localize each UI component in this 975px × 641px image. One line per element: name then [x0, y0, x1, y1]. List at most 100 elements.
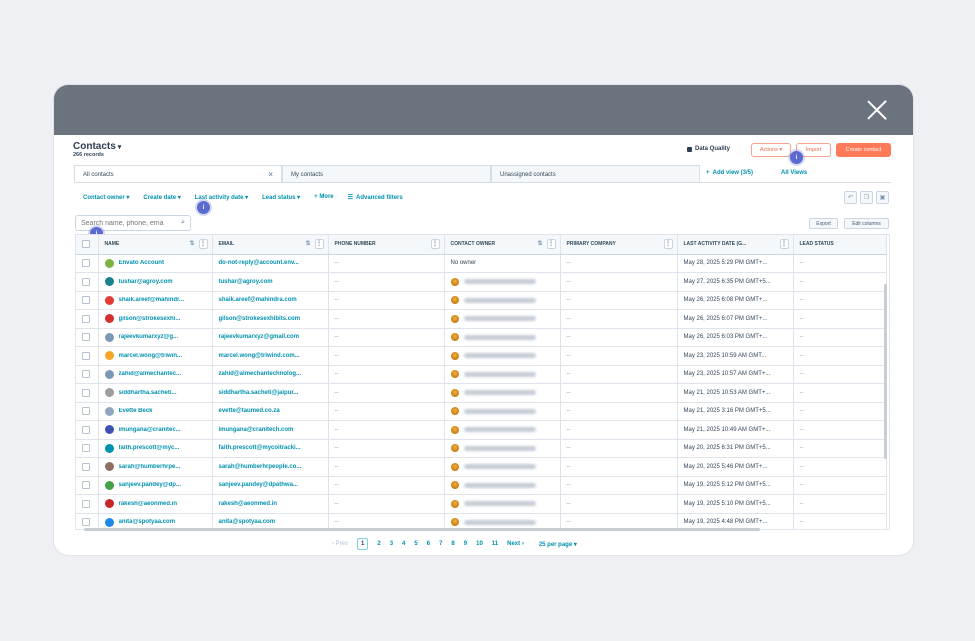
owner-cell[interactable]: No owner	[444, 254, 561, 273]
horizontal-scrollbar[interactable]	[84, 528, 760, 531]
data-quality-link[interactable]: Data Quality	[687, 146, 730, 152]
filter-last-activity-date[interactable]: Last activity date ▾	[194, 195, 249, 201]
actions-button[interactable]: Actions ▾	[751, 143, 791, 157]
per-page-select[interactable]: 25 per page ▾	[538, 541, 577, 548]
filter-create-date[interactable]: Create date ▾	[143, 195, 181, 201]
more-filters-button[interactable]: + More	[314, 194, 334, 200]
row-checkbox[interactable]	[82, 388, 90, 397]
edit-columns-button[interactable]: Edit columns	[844, 218, 889, 229]
owner-cell[interactable]	[444, 439, 561, 458]
page-number[interactable]: 4	[402, 541, 406, 547]
owner-cell[interactable]	[444, 457, 561, 477]
column-menu-icon[interactable]: ⋮	[546, 239, 556, 249]
export-button[interactable]: Export	[809, 218, 838, 229]
row-checkbox[interactable]	[82, 277, 90, 286]
sort-icon[interactable]: ⇅	[537, 241, 543, 247]
owner-cell[interactable]	[444, 513, 561, 529]
email-cell[interactable]: tushar@agroy.com	[212, 272, 329, 292]
contact-name-cell[interactable]: Evette Beck	[98, 402, 213, 421]
row-checkbox[interactable]	[82, 444, 90, 453]
table-row[interactable]: siddhartha.sacheti... siddhartha.sacheti…	[76, 383, 887, 403]
email-cell[interactable]: siddhartha.sacheti@jaipur...	[212, 383, 329, 403]
owner-cell[interactable]	[444, 402, 561, 421]
copy-icon[interactable]: ❐	[860, 191, 873, 204]
import-button[interactable]: Import	[796, 143, 831, 157]
info-hotspot[interactable]: i	[790, 151, 803, 164]
search-input[interactable]	[81, 219, 173, 227]
row-checkbox[interactable]	[82, 259, 90, 268]
vertical-scrollbar[interactable]	[884, 284, 887, 459]
owner-cell[interactable]	[444, 309, 561, 329]
info-hotspot[interactable]: i	[197, 201, 210, 214]
close-icon[interactable]	[866, 99, 888, 121]
table-row[interactable]: marcel.wong@triwin... marcel.wong@triwin…	[76, 346, 887, 366]
email-cell[interactable]: shaik.areef@mahindra.com	[212, 291, 329, 310]
row-checkbox[interactable]	[82, 333, 90, 342]
column-header-last-activity[interactable]: LAST ACTIVITY DATE (G... ⋮	[677, 235, 794, 255]
contact-name-cell[interactable]: tushar@agroy.com	[98, 272, 213, 292]
contact-name-cell[interactable]: imungana@cranitec...	[98, 420, 213, 440]
column-header-phone[interactable]: PHONE NUMBER ⋮	[328, 235, 445, 255]
column-menu-icon[interactable]: ⋮	[198, 239, 208, 249]
row-checkbox[interactable]	[82, 425, 90, 434]
sort-icon[interactable]: ⇅	[305, 241, 311, 247]
row-checkbox[interactable]	[82, 481, 90, 490]
email-cell[interactable]: sanjeev.pandey@dpathwa...	[212, 476, 329, 495]
owner-cell[interactable]	[444, 476, 561, 495]
add-view-button[interactable]: + Add view (3/5)	[706, 170, 753, 176]
table-row[interactable]: sarah@humberhrpe... sarah@humberhrpeople…	[76, 457, 887, 477]
page-number[interactable]: 9	[463, 541, 468, 547]
tab-my-contacts[interactable]: My contacts	[282, 165, 491, 183]
row-checkbox[interactable]	[82, 351, 90, 360]
contact-name-cell[interactable]: faith.prescott@myc...	[98, 439, 213, 458]
tab-unassigned-contacts[interactable]: Unassigned contacts	[491, 165, 700, 183]
column-header-lead-status[interactable]: LEAD STATUS	[793, 235, 887, 255]
column-header-company[interactable]: PRIMARY COMPANY ⋮	[560, 235, 678, 255]
create-contact-button[interactable]: Create contact	[836, 143, 891, 157]
page-number[interactable]: 10	[476, 541, 483, 547]
page-number[interactable]: 7	[439, 541, 443, 547]
save-icon[interactable]: ▣	[876, 191, 889, 204]
search-box[interactable]: ⌕	[75, 215, 191, 231]
prev-page-button[interactable]: ‹ Prev	[332, 541, 349, 547]
search-icon[interactable]: ⌕	[181, 219, 185, 226]
page-number[interactable]: 1	[357, 538, 369, 550]
row-checkbox[interactable]	[82, 314, 90, 323]
owner-cell[interactable]	[444, 383, 561, 403]
filter-contact-owner[interactable]: Contact owner ▾	[83, 195, 130, 201]
row-checkbox[interactable]	[82, 370, 90, 379]
table-row[interactable]: Envato Account do-not-reply@account.env.…	[76, 254, 887, 273]
email-cell[interactable]: rajeevkumarxyz@gmail.com	[212, 328, 329, 347]
contact-name-cell[interactable]: Envato Account	[98, 254, 213, 273]
all-views-link[interactable]: All Views	[781, 170, 808, 176]
email-cell[interactable]: rakesh@aeonmed.in	[212, 494, 329, 514]
table-row[interactable]: gilson@strokesexhi... gilson@strokesexhi…	[76, 309, 887, 329]
table-row[interactable]: Evette Beck evette@taumed.co.za -- -- Ma…	[76, 402, 887, 421]
table-row[interactable]: faith.prescott@myc... faith.prescott@myc…	[76, 439, 887, 458]
row-checkbox[interactable]	[82, 296, 90, 305]
table-row[interactable]: rajeevkumarxyz@g... rajeevkumarxyz@gmail…	[76, 328, 887, 347]
contact-name-cell[interactable]: marcel.wong@triwin...	[98, 346, 213, 366]
page-number[interactable]: 11	[491, 541, 499, 547]
contact-name-cell[interactable]: gilson@strokesexhi...	[98, 309, 213, 329]
row-checkbox[interactable]	[82, 462, 90, 471]
table-row[interactable]: shaik.areef@mahindr... shaik.areef@mahin…	[76, 291, 887, 310]
page-number[interactable]: 3	[389, 541, 394, 547]
tab-all-contacts[interactable]: All contacts ×	[74, 165, 282, 183]
owner-cell[interactable]	[444, 346, 561, 366]
table-row[interactable]: zahid@almechantec... zahid@almechantechn…	[76, 365, 887, 384]
email-cell[interactable]: sarah@humberhrpeople.co...	[212, 457, 329, 477]
table-row[interactable]: anita@spotyaa.com anita@spotyaa.com -- -…	[76, 513, 887, 529]
table-row[interactable]: imungana@cranitec... imungana@cranitech.…	[76, 420, 887, 440]
email-cell[interactable]: imungana@cranitech.com	[212, 420, 329, 440]
owner-cell[interactable]	[444, 365, 561, 384]
next-page-button[interactable]: Next ›	[507, 541, 524, 547]
sort-icon[interactable]: ⇅	[189, 241, 195, 247]
page-number[interactable]: 2	[377, 541, 381, 547]
column-header-owner[interactable]: CONTACT OWNER ⇅ ⋮	[444, 235, 561, 255]
page-number[interactable]: 6	[426, 541, 431, 547]
email-cell[interactable]: anita@spotyaa.com	[212, 513, 329, 529]
advanced-filters-button[interactable]: ☰ Advanced filters	[347, 194, 403, 202]
email-cell[interactable]: zahid@almechantechnolog...	[212, 365, 329, 384]
filter-lead-status[interactable]: Lead status ▾	[262, 195, 301, 201]
